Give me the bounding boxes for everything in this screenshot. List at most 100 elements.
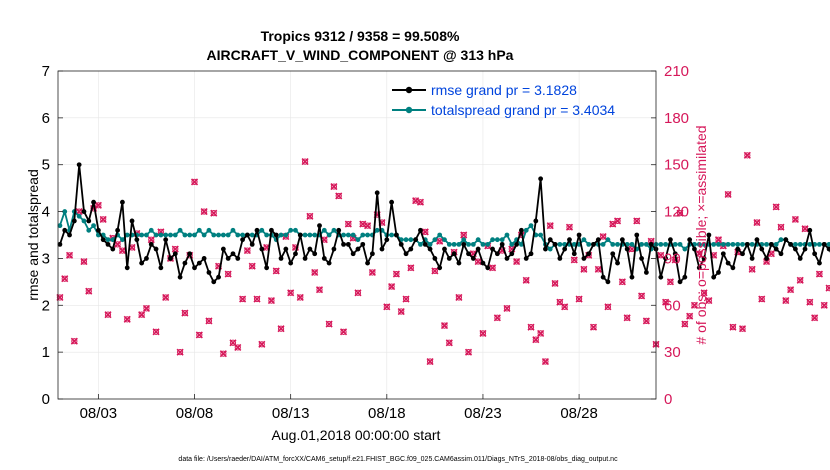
totalspread-point — [278, 232, 284, 238]
obs-assimilated-point — [479, 329, 487, 337]
rmse-point — [797, 256, 803, 261]
x-tick-label: 08/08 — [176, 405, 214, 422]
rmse-point — [533, 218, 539, 224]
obs-assimilated-point — [537, 329, 545, 337]
obs-assimilated-point — [445, 339, 453, 347]
totalspread-point — [461, 237, 467, 243]
obs-possible-point — [638, 292, 645, 300]
rmse-point — [624, 246, 630, 252]
obs-assimilated-point — [772, 203, 780, 211]
x-tick-label: 08/13 — [272, 405, 310, 422]
obs-possible-point — [441, 322, 448, 329]
obs-assimilated-point — [599, 232, 607, 241]
left-tick-label: 4 — [42, 204, 50, 221]
obs-possible-point — [393, 270, 400, 278]
obs-assimilated-point — [431, 267, 439, 275]
totalspread-point — [696, 241, 702, 247]
obs-possible-point — [725, 191, 732, 198]
totalspread-point — [509, 241, 515, 247]
obs-assimilated-point — [811, 314, 819, 322]
obs-assimilated-point — [344, 220, 352, 228]
rmse-point — [57, 241, 63, 247]
totalspread-point — [389, 232, 395, 238]
rmse-point — [557, 256, 563, 261]
obs-possible-point — [681, 320, 688, 328]
obs-possible-point — [580, 266, 587, 273]
obs-possible-point — [513, 258, 520, 265]
obs-assimilated-point — [253, 295, 261, 303]
obs-possible-point — [590, 324, 597, 331]
obs-assimilated-point — [190, 178, 199, 186]
totalspread-point — [163, 232, 169, 238]
rmse-point — [120, 199, 125, 205]
obs-possible-point — [561, 303, 568, 310]
rmse-point — [110, 246, 116, 252]
rmse-point — [100, 237, 106, 243]
rmse-point — [264, 265, 270, 271]
rmse-point — [802, 246, 808, 252]
footnote: data file: /Users/raeder/DAI/ATM_forcXX/… — [178, 456, 618, 463]
totalspread-point — [711, 241, 717, 247]
obs-assimilated-point — [777, 223, 785, 231]
rmse-point — [523, 256, 529, 261]
obs-possible-point — [797, 277, 804, 284]
obs-assimilated-point — [801, 225, 809, 233]
totalspread-point — [615, 241, 620, 247]
left-tick-label: 0 — [42, 391, 50, 408]
rmse-point — [648, 241, 654, 247]
obs-possible-point — [210, 210, 217, 217]
obs-assimilated-point — [224, 270, 232, 278]
totalspread-point — [365, 232, 370, 238]
rmse-point — [432, 256, 438, 261]
obs-possible-point — [604, 303, 612, 310]
totalspread-point — [62, 209, 68, 214]
obs-assimilated-point — [546, 222, 554, 230]
rmse-point — [206, 270, 212, 275]
obs-assimilated-point — [205, 317, 213, 325]
obs-assimilated-point — [234, 343, 242, 352]
obs-assimilated-point — [541, 357, 550, 366]
totalspread-point — [610, 241, 616, 247]
totalspread-point — [442, 237, 447, 243]
obs-possible-point — [119, 247, 126, 254]
totalspread-point — [581, 237, 587, 243]
obs-possible-point — [326, 320, 333, 328]
totalspread-point — [158, 232, 164, 238]
totalspread-point — [480, 241, 486, 247]
totalspread-point — [605, 237, 611, 243]
rmse-point — [538, 176, 544, 182]
left-tick-label: 3 — [42, 250, 50, 267]
rmse-point — [591, 241, 596, 247]
totalspread-point — [519, 241, 524, 247]
totalspread-point — [120, 237, 125, 243]
obs-possible-point — [85, 288, 92, 295]
obs-possible-point — [571, 256, 578, 264]
rmse-point — [62, 227, 68, 233]
rmse-point — [716, 270, 721, 275]
rmse-point — [754, 237, 760, 243]
totalspread-point — [586, 241, 592, 247]
rmse-point — [793, 246, 798, 252]
totalspread-point — [124, 232, 130, 238]
rmse-point — [514, 241, 519, 247]
totalspread-point — [538, 232, 544, 238]
obs-possible-point — [547, 222, 554, 229]
obs-possible-point — [753, 219, 761, 226]
obs-assimilated-point — [339, 328, 348, 336]
left-tick-label: 1 — [42, 344, 50, 361]
totalspread-point — [725, 241, 731, 247]
obs-possible-point — [301, 158, 309, 165]
totalspread-point — [345, 232, 351, 238]
obs-possible-point — [340, 328, 347, 335]
obs-possible-point — [253, 295, 261, 303]
rmse-point — [504, 256, 510, 261]
rmse-point — [442, 246, 447, 252]
obs-possible-point — [643, 317, 650, 325]
obs-assimilated-point — [210, 209, 218, 217]
rmse-point — [788, 241, 793, 247]
obs-assimilated-point — [714, 236, 723, 244]
obs-possible-point — [729, 324, 737, 331]
obs-assimilated-point — [690, 301, 699, 309]
totalspread-point — [144, 232, 149, 238]
rmse-point — [369, 251, 375, 257]
